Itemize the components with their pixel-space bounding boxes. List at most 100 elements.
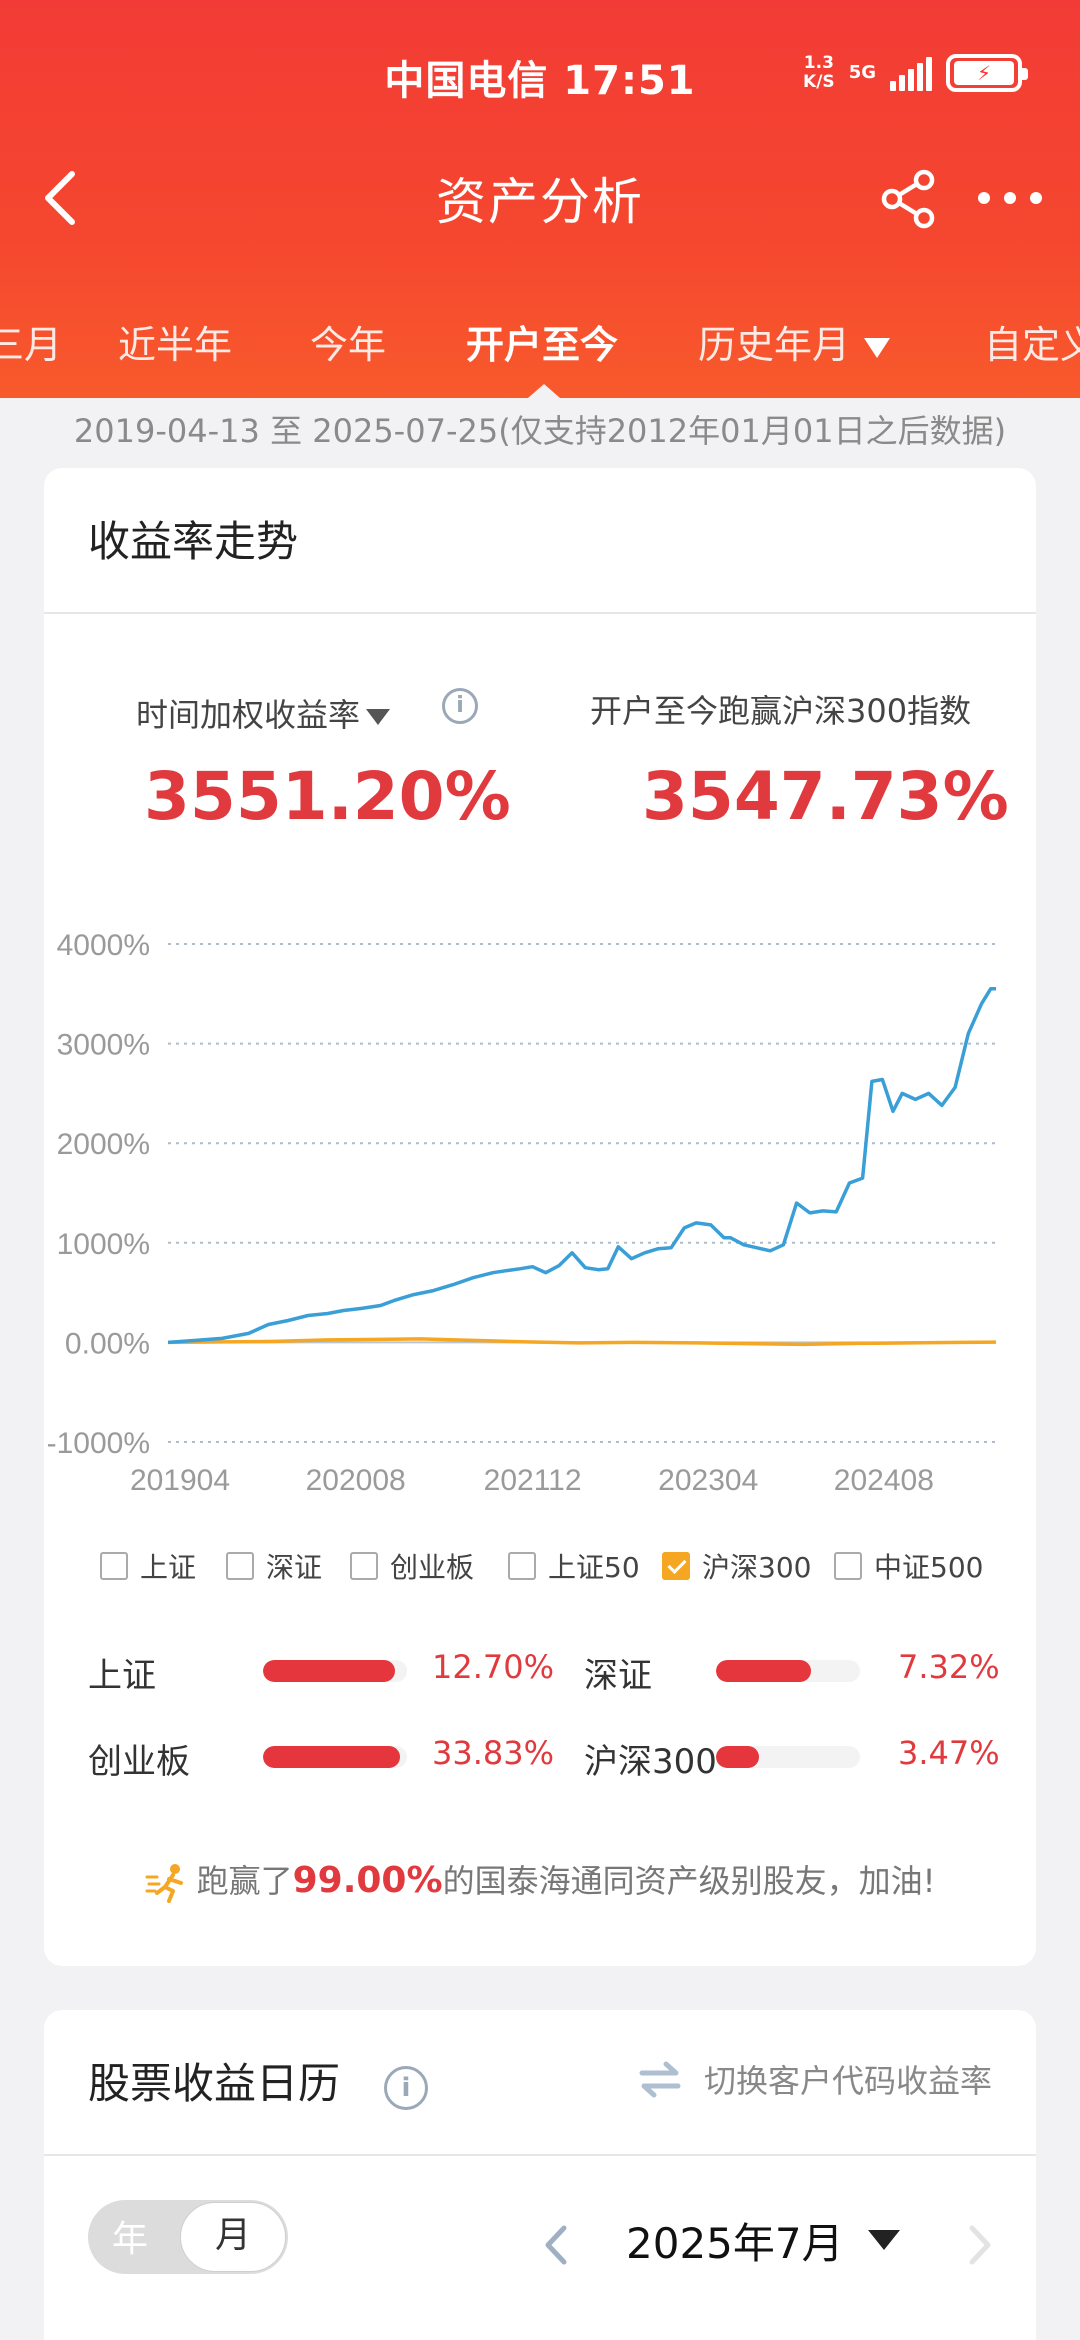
y-tick-label: 2000% (57, 1128, 150, 1161)
legend-label: 创业板 (390, 1551, 475, 1584)
battery-charging-icon: ⚡ (954, 61, 1014, 85)
compare-bar (716, 1660, 860, 1682)
tab-half-year[interactable]: 近半年 (118, 323, 233, 367)
battery-icon: ⚡ (946, 54, 1028, 92)
series-line (167, 1337, 997, 1347)
toggle-year[interactable]: 年 (112, 2219, 149, 2260)
period-tabs: 三月 近半年 今年 开户至今 历史年月 自定义 (0, 300, 1080, 398)
index-legend: 上证 深证 创业板 上证50 沪深300 中证500 (44, 1546, 1036, 1596)
dropdown-caret-icon (366, 709, 391, 725)
compare-bar (263, 1746, 407, 1768)
beat-peers-message: 跑赢了99.00%的国泰海通同资产级别股友，加油! (44, 1856, 1036, 1903)
month-dropdown-icon[interactable] (868, 2230, 900, 2250)
x-tick-label: 201904 (130, 1464, 230, 1497)
status-bar: 中国电信 17:51 1.3 K/S 5G ⚡ (0, 40, 1080, 120)
info-icon[interactable]: i (442, 688, 478, 724)
share-icon[interactable] (878, 168, 940, 230)
compare-bar-fill (263, 1746, 400, 1768)
compare-bar (716, 1746, 860, 1768)
network-speed: 1.3 K/S (803, 54, 835, 92)
x-tick-label: 202304 (658, 1464, 758, 1497)
performance-title: 收益率走势 (88, 517, 299, 566)
legend-label: 上证 (140, 1551, 197, 1584)
date-range: 2019-04-13 至 2025-07-25(仅支持2012年01月01日之后… (73, 412, 1007, 450)
divider (44, 612, 1036, 614)
dropdown-caret-icon (864, 337, 891, 358)
y-tick-label: -1000% (47, 1427, 150, 1460)
compare-label: 上证 (88, 1656, 156, 1696)
compare-label: 深证 (584, 1656, 652, 1696)
compare-bar-fill (716, 1746, 760, 1768)
compare-bar (263, 1660, 407, 1682)
return-type-selector[interactable]: 时间加权收益率 (136, 690, 391, 736)
beat-prefix: 跑赢了 (196, 1862, 293, 1900)
beat-index-value: 3547.73% (642, 758, 1009, 835)
y-tick-label: 1000% (57, 1228, 150, 1261)
legend-csi300[interactable]: 沪深300 (662, 1546, 811, 1586)
legend-sse50[interactable]: 上证50 (508, 1546, 640, 1586)
compare-value: 33.83% (432, 1734, 555, 1772)
tab-this-year[interactable]: 今年 (310, 323, 387, 367)
return-trend-chart: 4000% 3000% 2000% 1000% 0.00% -1000% 201904 202… (47, 929, 997, 1497)
return-type-label: 时间加权收益率 (136, 696, 361, 734)
return-value: 3551.20% (144, 758, 511, 835)
compare-row-shanghai: 上证 12.70% (88, 1648, 554, 1698)
checkbox-icon (226, 1552, 254, 1580)
speed-unit: K/S (803, 72, 835, 92)
current-month[interactable]: 2025年7月 (626, 2219, 844, 2268)
legend-label: 沪深300 (702, 1551, 812, 1584)
page-title: 资产分析 (436, 173, 644, 231)
divider (44, 2154, 1036, 2156)
tab-three-months[interactable]: 三月 (0, 323, 63, 367)
compare-bar-fill (263, 1660, 396, 1682)
status-carrier-time: 中国电信 17:51 (384, 58, 696, 104)
nav-bar: 资产分析 (0, 140, 1080, 250)
switch-arrows-icon (639, 2061, 681, 2098)
x-tick-label: 202112 (484, 1464, 582, 1497)
compare-label: 创业板 (88, 1742, 190, 1782)
profit-calendar-card: 股票收益日历 i 切换客户代码收益率 年 月 2025年7月 (44, 2010, 1036, 2340)
checkbox-icon (350, 1552, 378, 1580)
tab-history-month[interactable]: 历史年月 (698, 314, 891, 369)
more-icon[interactable] (978, 170, 1042, 226)
compare-label: 沪深300 (584, 1742, 717, 1782)
performance-card: 收益率走势 时间加权收益率 i 开户至今跑赢沪深300指数 3551.20% 3… (44, 468, 1036, 1966)
status-icons: 1.3 K/S 5G ⚡ (803, 54, 1028, 92)
checkbox-checked-icon (662, 1552, 690, 1580)
beat-index-label: 开户至今跑赢沪深300指数 (590, 692, 972, 730)
toggle-month[interactable]: 月 (180, 2202, 286, 2272)
compare-bar-fill (716, 1660, 812, 1682)
legend-chinext[interactable]: 创业板 (350, 1546, 474, 1586)
signal-icon (890, 55, 932, 91)
x-tick-label: 202408 (834, 1464, 934, 1497)
y-tick-label: 4000% (57, 929, 150, 962)
checkbox-icon (100, 1552, 128, 1580)
y-tick-label: 0.00% (65, 1327, 150, 1360)
legend-shenzhen[interactable]: 深证 (226, 1546, 322, 1586)
prev-month-icon[interactable] (536, 2220, 576, 2270)
beat-suffix: 的国泰海通同资产级别股友，加油! (442, 1862, 936, 1900)
compare-row-csi300: 沪深300 3.47% (584, 1734, 1004, 1784)
compare-value: 3.47% (898, 1734, 1000, 1772)
switch-label: 切换客户代码收益率 (703, 2062, 992, 2100)
compare-row-chinext: 创业板 33.83% (88, 1734, 554, 1784)
checkbox-icon (508, 1552, 536, 1580)
network-type: 5G (848, 62, 876, 83)
legend-shanghai[interactable]: 上证 (100, 1546, 196, 1586)
tab-since-opening[interactable]: 开户至今 (466, 323, 619, 367)
year-month-toggle: 年 月 (88, 2200, 288, 2274)
switch-client-code-button[interactable]: 切换客户代码收益率 (638, 2056, 992, 2102)
legend-csi500[interactable]: 中证500 (834, 1546, 983, 1586)
series-line (167, 986, 997, 1345)
y-tick-label: 3000% (57, 1029, 150, 1062)
legend-label: 中证500 (874, 1551, 984, 1584)
next-month-icon[interactable] (960, 2220, 1000, 2270)
back-icon[interactable] (38, 168, 88, 228)
info-icon[interactable]: i (384, 2066, 428, 2110)
x-tick-label: 202008 (306, 1464, 406, 1497)
header: 中国电信 17:51 1.3 K/S 5G ⚡ 资产分析 (0, 0, 1080, 398)
tab-history-month-label: 历史年月 (698, 323, 851, 367)
tab-custom[interactable]: 自定义 (984, 323, 1080, 367)
compare-row-shenzhen: 深证 7.32% (584, 1648, 1004, 1698)
beat-percentage: 99.00% (292, 1860, 443, 1901)
